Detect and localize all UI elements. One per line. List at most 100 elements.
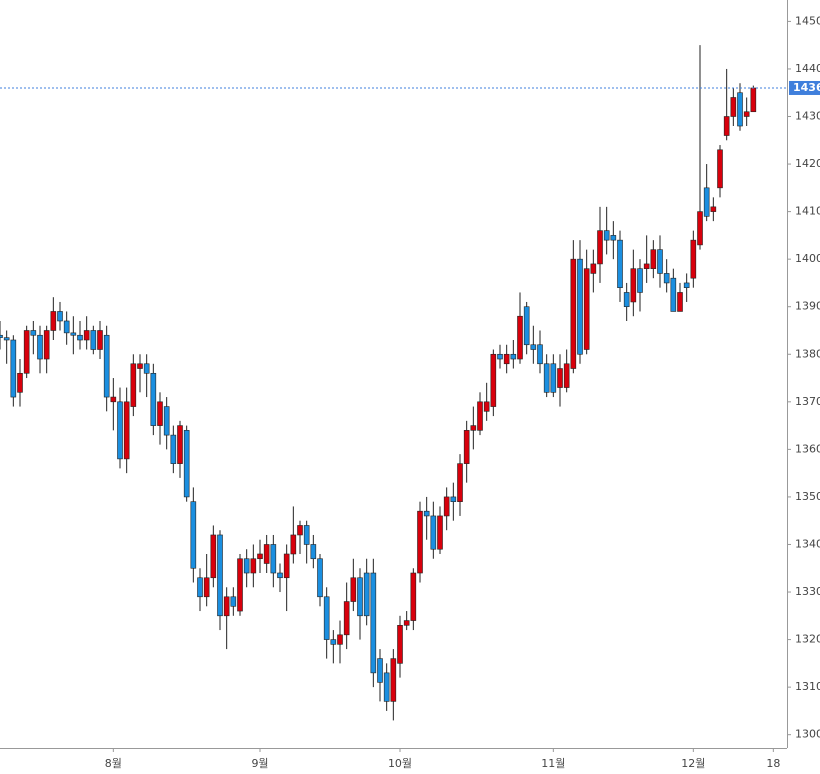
candle-body: [230, 596, 237, 607]
candle-body: [77, 334, 83, 341]
candle-body: [450, 496, 457, 502]
candle-body: [530, 344, 537, 350]
candle-body: [663, 273, 670, 284]
candle-body: [403, 620, 410, 626]
candle-body: [250, 558, 257, 574]
candle-body: [717, 149, 723, 189]
x-tick-label: 8월: [105, 757, 122, 770]
candle-body: [303, 525, 310, 545]
candle-body: [690, 239, 697, 279]
candle-body: [277, 572, 283, 579]
x-tick-label: 10월: [388, 757, 412, 770]
y-tick-label: 1370: [795, 395, 820, 408]
candle-body: [550, 363, 557, 393]
candle-body: [237, 558, 243, 612]
x-tick-label: 11월: [541, 757, 565, 770]
candle-body: [570, 258, 577, 369]
y-tick-label: 1450: [795, 14, 820, 27]
candle-body: [577, 258, 583, 355]
x-tick-label: 18: [766, 757, 780, 770]
candle-body: [297, 525, 303, 536]
candle-body: [597, 230, 603, 265]
candle-body: [3, 337, 10, 341]
candle-body: [90, 330, 97, 350]
candle-body: [323, 596, 330, 640]
candle-body: [750, 87, 757, 113]
candle-body: [497, 353, 503, 360]
y-tick-label: 1390: [795, 300, 820, 313]
candle-body: [383, 672, 390, 702]
candle-body: [543, 363, 550, 393]
candle-body: [17, 372, 23, 393]
candle-body: [170, 434, 177, 464]
candle-body: [63, 320, 70, 334]
y-tick-label: 1380: [795, 347, 820, 360]
y-tick-label: 1350: [795, 490, 820, 503]
candle-body: [650, 249, 657, 269]
candle-body: [637, 268, 643, 293]
candle-body: [437, 515, 443, 550]
candle-body: [523, 306, 530, 346]
candle-body: [330, 639, 337, 645]
candle-body: [43, 330, 50, 360]
candle-body: [630, 268, 637, 303]
candle-body: [290, 534, 297, 555]
candle-body: [677, 292, 683, 312]
candle-body: [737, 92, 743, 127]
candle-body: [423, 510, 430, 517]
candle-body: [557, 368, 563, 388]
candle-body: [397, 625, 403, 664]
candle-body: [583, 268, 590, 350]
candle-body: [357, 577, 363, 617]
y-tick-label: 1300: [795, 728, 820, 741]
candle-body: [617, 239, 623, 288]
x-tick-label: 12월: [681, 757, 705, 770]
candle-body: [603, 230, 610, 241]
candle-body: [510, 353, 517, 360]
candle-body: [470, 425, 477, 431]
candle-body: [657, 249, 663, 274]
candle-body: [203, 577, 210, 598]
candle-body: [270, 544, 277, 574]
candle-body: [490, 353, 497, 407]
candle-body: [10, 339, 17, 398]
candle-body: [183, 430, 190, 498]
candle-body: [477, 401, 483, 431]
candle-body: [537, 344, 543, 365]
y-tick-label: 1420: [795, 157, 820, 170]
candle-body: [103, 334, 110, 398]
candle-body: [683, 282, 690, 288]
y-tick-label: 1310: [795, 680, 820, 693]
candle-body: [150, 372, 157, 426]
candle-body: [50, 311, 57, 331]
candle-body: [430, 515, 437, 550]
y-tick-label: 1360: [795, 442, 820, 455]
candle-body: [130, 363, 137, 407]
y-tick-label: 1340: [795, 537, 820, 550]
last-value-label: 1436: [793, 81, 820, 94]
candle-body: [463, 430, 470, 464]
candle-body: [70, 332, 77, 336]
y-tick-label: 1320: [795, 633, 820, 646]
candle-body: [443, 496, 450, 517]
candle-body: [57, 311, 63, 322]
candle-body: [377, 658, 383, 683]
candle-body: [483, 401, 490, 412]
candle-body: [703, 187, 710, 217]
candle-body: [23, 330, 30, 374]
candle-body: [257, 553, 263, 560]
candle-body: [697, 211, 703, 246]
candle-body: [143, 363, 150, 374]
candle-body: [37, 334, 43, 360]
candle-body: [223, 596, 230, 617]
candle-body: [110, 396, 117, 403]
candle-body: [137, 363, 143, 369]
candle-body: [563, 363, 570, 388]
candle-body: [670, 277, 677, 312]
candle-body: [517, 315, 523, 360]
candle-body: [410, 572, 417, 621]
candle-body: [283, 553, 290, 579]
candle-body: [177, 425, 183, 464]
candle-body: [217, 534, 223, 617]
